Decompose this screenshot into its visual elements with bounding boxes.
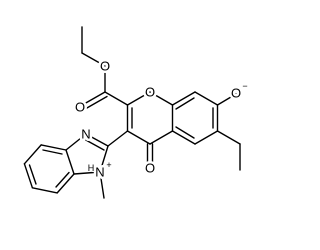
atom-label: O — [100, 59, 110, 74]
bond — [56, 173, 75, 194]
bond — [85, 95, 108, 110]
bond — [42, 149, 63, 155]
bond — [149, 130, 174, 145]
bond — [104, 91, 129, 106]
bond — [23, 144, 42, 165]
bond — [171, 130, 196, 145]
bond — [83, 91, 106, 105]
atom-label: O — [145, 85, 155, 100]
atom-label: N — [95, 165, 104, 180]
bond — [99, 171, 105, 199]
bond — [40, 144, 67, 151]
bond — [83, 138, 105, 151]
atom-label: O — [75, 100, 85, 115]
bond — [28, 164, 37, 185]
bond — [216, 130, 241, 145]
bond — [55, 171, 70, 188]
bond — [175, 126, 195, 139]
bond — [65, 133, 87, 151]
charge: + — [106, 160, 111, 170]
bond — [171, 91, 196, 106]
charge: − — [242, 81, 247, 91]
bond — [194, 91, 219, 106]
bond — [126, 130, 151, 145]
bond — [175, 97, 195, 110]
bond — [99, 145, 109, 173]
bond — [73, 171, 101, 175]
bond — [81, 52, 106, 67]
atom-label: N — [81, 127, 90, 142]
bond — [194, 130, 219, 145]
atom-label: H — [88, 163, 95, 173]
atom-label: O — [231, 86, 241, 101]
atom-label: O — [145, 161, 155, 176]
bond — [149, 91, 174, 106]
bond — [23, 163, 34, 189]
bond — [107, 130, 129, 147]
atom-labels: O O O O O − N N H + — [72, 56, 248, 182]
bond — [85, 133, 109, 147]
bond — [65, 149, 75, 175]
structure: O O O O O − N N H + — [23, 26, 249, 199]
bond — [31, 187, 58, 194]
bond — [216, 93, 237, 106]
bond — [126, 91, 151, 106]
bonds — [23, 26, 241, 199]
